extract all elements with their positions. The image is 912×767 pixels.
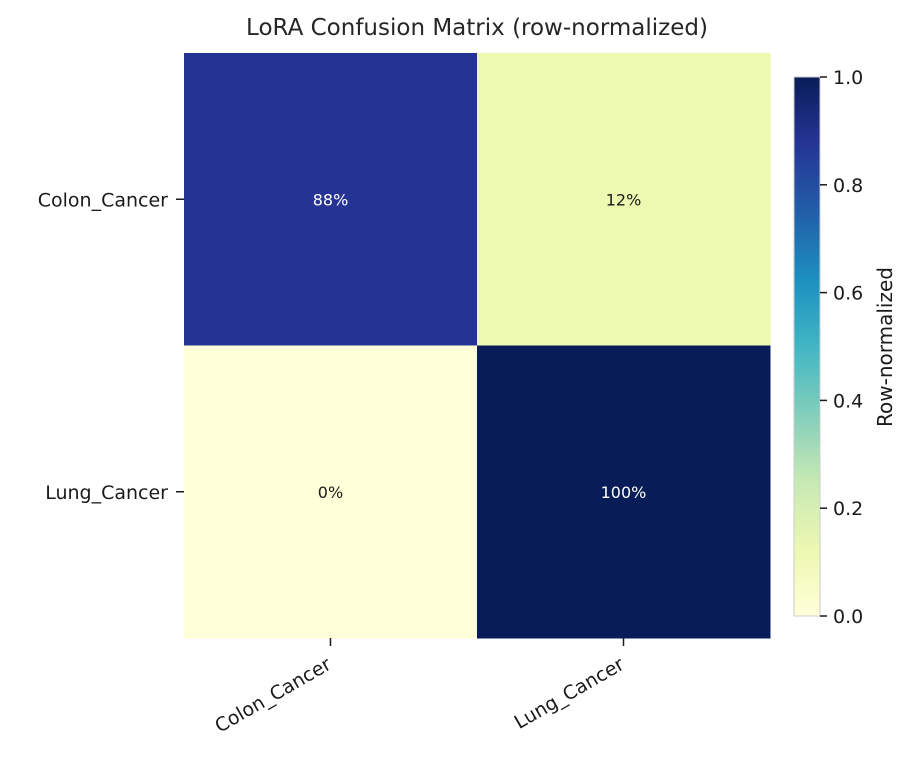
cell-label-r1-c1: 100% <box>601 483 647 502</box>
x-tick-label: Colon_Cancer <box>211 653 335 737</box>
colorbar-tick-label: 0.8 <box>833 175 863 197</box>
heatmap-cell-r0-c1 <box>477 53 771 346</box>
x-tick-label: Lung_Cancer <box>511 653 629 734</box>
colorbar-gradient <box>793 76 821 617</box>
heatmap-cell-labels: 88% 12% 0% 100% <box>313 190 647 502</box>
colorbar-label: Row-normalized <box>873 267 897 427</box>
heatmap-cells <box>184 53 771 639</box>
heatmap-cell-r1-c0 <box>184 345 478 639</box>
y-tick-label: Lung_Cancer <box>45 482 168 504</box>
colorbar-tick-label: 0.2 <box>833 498 863 520</box>
colorbar-tick-label: 1.0 <box>833 67 863 89</box>
chart-title: LoRA Confusion Matrix (row-normalized) <box>246 15 708 41</box>
colorbar-ticks: 0.0 0.2 0.4 0.6 0.8 1.0 <box>820 67 863 628</box>
y-axis: Colon_Cancer Lung_Cancer <box>38 189 184 504</box>
x-axis: Colon_Cancer Lung_Cancer <box>211 638 628 737</box>
heatmap-cell-r0-c0 <box>184 53 478 346</box>
colorbar-tick-label: 0.4 <box>833 390 863 412</box>
heatmap-cell-r1-c1 <box>477 345 771 639</box>
y-tick-label: Colon_Cancer <box>38 189 168 211</box>
colorbar-tick-label: 0.6 <box>833 283 863 305</box>
colorbar-tick-label: 0.0 <box>833 606 863 628</box>
cell-label-r0-c0: 88% <box>313 190 349 209</box>
cell-label-r0-c1: 12% <box>606 190 642 209</box>
colorbar: 0.0 0.2 0.4 0.6 0.8 1.0 Row-normalized <box>793 67 897 628</box>
cell-label-r1-c0: 0% <box>318 483 343 502</box>
